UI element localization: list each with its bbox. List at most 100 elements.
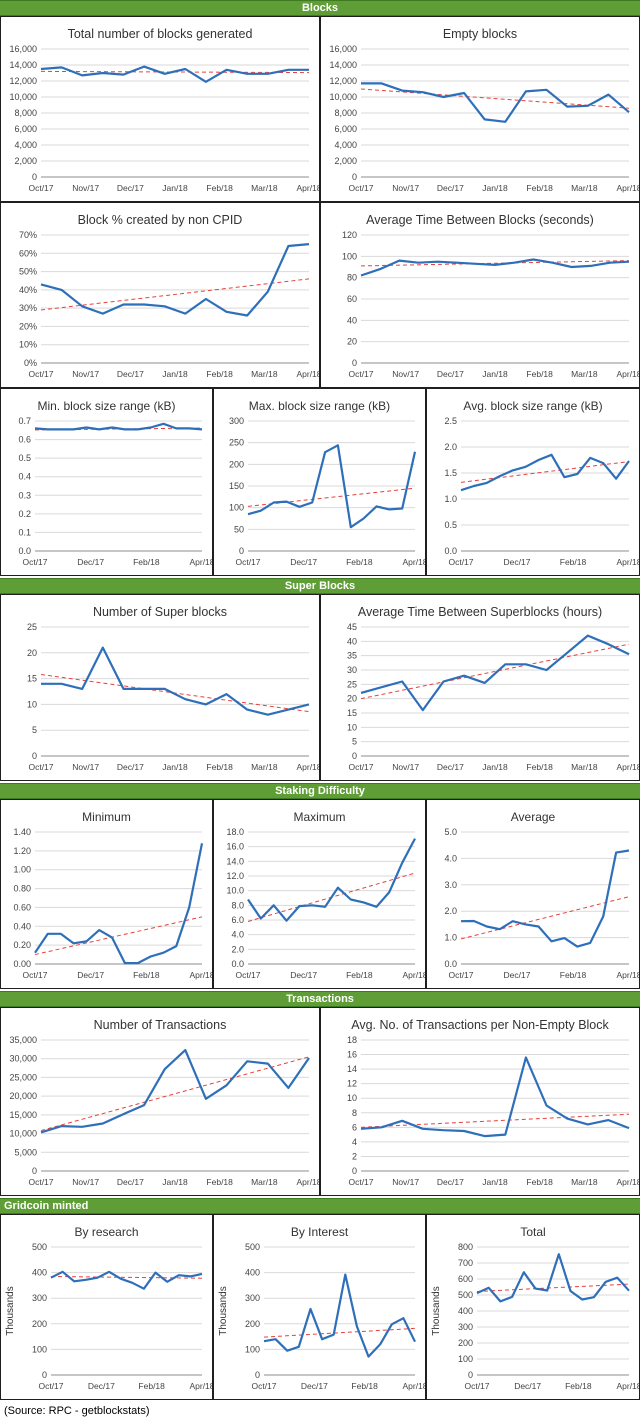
x-tick-label: Feb/18 <box>206 183 233 193</box>
chart-title: Block % created by non CPID <box>78 213 243 227</box>
trend-line <box>34 916 203 956</box>
x-tick-label: Mar/18 <box>251 369 278 379</box>
x-tick-label: Feb/18 <box>526 1177 553 1187</box>
y-tick-label: 2.0 <box>444 442 457 452</box>
chart-svg: Min. block size range (kB) 0.0 0.1 0.2 0.3 0.… <box>18 399 212 567</box>
section-transactions: Transactions <box>0 991 640 1007</box>
series-line <box>247 838 416 922</box>
y-tick-label: 16.0 <box>226 842 244 852</box>
x-tick-label: Nov/17 <box>392 1177 419 1187</box>
y-tick-label: 6.0 <box>231 915 244 925</box>
x-tick-label: Mar/18 <box>571 1177 598 1187</box>
chart-svg: Block % created by non CPID 0% 10% 20% 30% 40… <box>19 213 319 379</box>
trend-line <box>360 88 630 109</box>
series-line <box>361 82 630 123</box>
y-tick-label: 0.0 <box>231 959 244 969</box>
y-tick-label: 10,000 <box>9 1129 37 1139</box>
y-tick-label: 35,000 <box>9 1035 37 1045</box>
x-tick-label: Apr/18 <box>616 762 639 772</box>
chart-min-block-size: Min. block size range (kB) 0.0 0.1 0.2 0.3 0.… <box>0 388 213 576</box>
y-tick-label: 400 <box>245 1268 260 1278</box>
chart-title: Number of Transactions <box>94 1018 227 1032</box>
chart-num-transactions: Number of Transactions 0 5,000 10,000 15,000… <box>0 1007 320 1196</box>
y-tick-label: 20 <box>27 648 37 658</box>
chart-title: Max. block size range (kB) <box>249 399 390 413</box>
y-tick-label: 5 <box>32 725 37 735</box>
x-tick-label: Feb/18 <box>526 369 553 379</box>
x-tick-label: Dec/17 <box>437 369 464 379</box>
x-tick-label: Dec/17 <box>290 970 317 980</box>
x-tick-label: Dec/17 <box>117 369 144 379</box>
x-tick-label: Nov/17 <box>72 369 99 379</box>
x-tick-label: Oct/17 <box>348 762 373 772</box>
y-tick-label: 0.5 <box>444 520 457 530</box>
x-tick-label: Mar/18 <box>251 1177 278 1187</box>
x-tick-label: Nov/17 <box>392 762 419 772</box>
trend-line <box>360 260 630 267</box>
x-tick-label: Feb/18 <box>351 1381 378 1391</box>
y-tick-label: 20 <box>347 337 357 347</box>
chart-title: Avg. No. of Transactions per Non-Empty B… <box>351 1018 609 1032</box>
y-tick-label: 80 <box>347 273 357 283</box>
trend-line <box>460 461 630 483</box>
chart-by-research: By research Thousands 0 100 200 300 400 500 Oct/… <box>0 1214 213 1400</box>
y-tick-label: 100 <box>342 251 357 261</box>
y-tick-label: 18.0 <box>226 827 244 837</box>
chart-by-interest: By Interest Thousands 0 100 200 300 400 500 Oct/… <box>213 1214 426 1400</box>
x-tick-label: Apr/18 <box>402 1381 425 1391</box>
y-tick-label: 300 <box>245 1293 260 1303</box>
chart-avg-tx-per-block: Avg. No. of Transactions per Non-Empty B… <box>320 1007 640 1196</box>
section-title: Blocks <box>301 2 339 14</box>
x-tick-label: Oct/17 <box>235 557 260 567</box>
x-tick-label: Mar/18 <box>571 369 598 379</box>
chart-title: Average Time Between Superblocks (hours) <box>358 605 602 619</box>
chart-svg: Number of Super blocks 0 5 10 15 20 25 Oct/17 No… <box>27 605 319 772</box>
x-tick-label: Oct/17 <box>22 557 47 567</box>
chart-title: Empty blocks <box>443 27 517 41</box>
series-line <box>41 646 310 716</box>
x-tick-label: Apr/18 <box>296 1177 319 1187</box>
section-title: Gridcoin minted <box>4 1200 89 1212</box>
y-tick-label: 2.0 <box>231 944 244 954</box>
x-tick-label: Apr/18 <box>616 557 639 567</box>
chart-avg-time-blocks: Average Time Between Blocks (seconds) 0 20… <box>320 202 640 388</box>
x-tick-label: Feb/18 <box>138 1381 165 1391</box>
y-tick-label: 300 <box>32 1293 47 1303</box>
y-tick-label: 300 <box>229 416 244 426</box>
section-staking-difficulty: Staking Difficulty <box>0 783 640 799</box>
trend-line <box>263 1327 416 1338</box>
y-tick-label: 60% <box>19 248 37 258</box>
x-tick-label: Apr/18 <box>402 970 425 980</box>
x-tick-label: Feb/18 <box>206 762 233 772</box>
y-tick-label: 1.0 <box>444 494 457 504</box>
y-tick-label: 0.20 <box>13 940 31 950</box>
series-line <box>263 1273 416 1358</box>
y-tick-label: 10,000 <box>329 92 357 102</box>
chart-svg: Maximum 0.0 2.0 4.0 6.0 8.0 10.0 12.0 14.0 16.0 18… <box>226 810 425 980</box>
x-tick-label: Jan/18 <box>162 1177 188 1187</box>
x-tick-label: Apr/18 <box>616 970 639 980</box>
chart-svg: Average Time Between Blocks (seconds) 0 20… <box>342 213 639 379</box>
x-tick-label: Dec/17 <box>437 762 464 772</box>
y-tick-label: 20% <box>19 321 37 331</box>
y-tick-label: 35 <box>347 651 357 661</box>
section-title: Staking Difficulty <box>275 785 365 797</box>
x-tick-label: Apr/18 <box>189 557 212 567</box>
y-tick-label: 12 <box>347 1079 357 1089</box>
chart-title: Minimum <box>82 810 131 824</box>
y-tick-label: 1.40 <box>13 827 31 837</box>
trend-line <box>50 1275 203 1279</box>
y-tick-label: 8.0 <box>231 900 244 910</box>
x-tick-label: Dec/17 <box>77 557 104 567</box>
y-tick-label: 8,000 <box>14 108 37 118</box>
x-tick-label: Mar/18 <box>571 183 598 193</box>
y-tick-label: 500 <box>245 1242 260 1252</box>
y-tick-label: 300 <box>458 1322 473 1332</box>
chart-title: Total <box>520 1225 545 1239</box>
chart-non-cpid-pct: Block % created by non CPID 0% 10% 20% 30% 40… <box>0 202 320 388</box>
x-tick-label: Dec/17 <box>301 1381 328 1391</box>
x-tick-label: Apr/18 <box>616 183 639 193</box>
x-tick-label: Dec/17 <box>290 557 317 567</box>
chart-svg: Number of Transactions 0 5,000 10,000 15,000… <box>9 1018 319 1187</box>
chart-svg: Total number of blocks generated 0 2,000 4,… <box>9 27 319 193</box>
